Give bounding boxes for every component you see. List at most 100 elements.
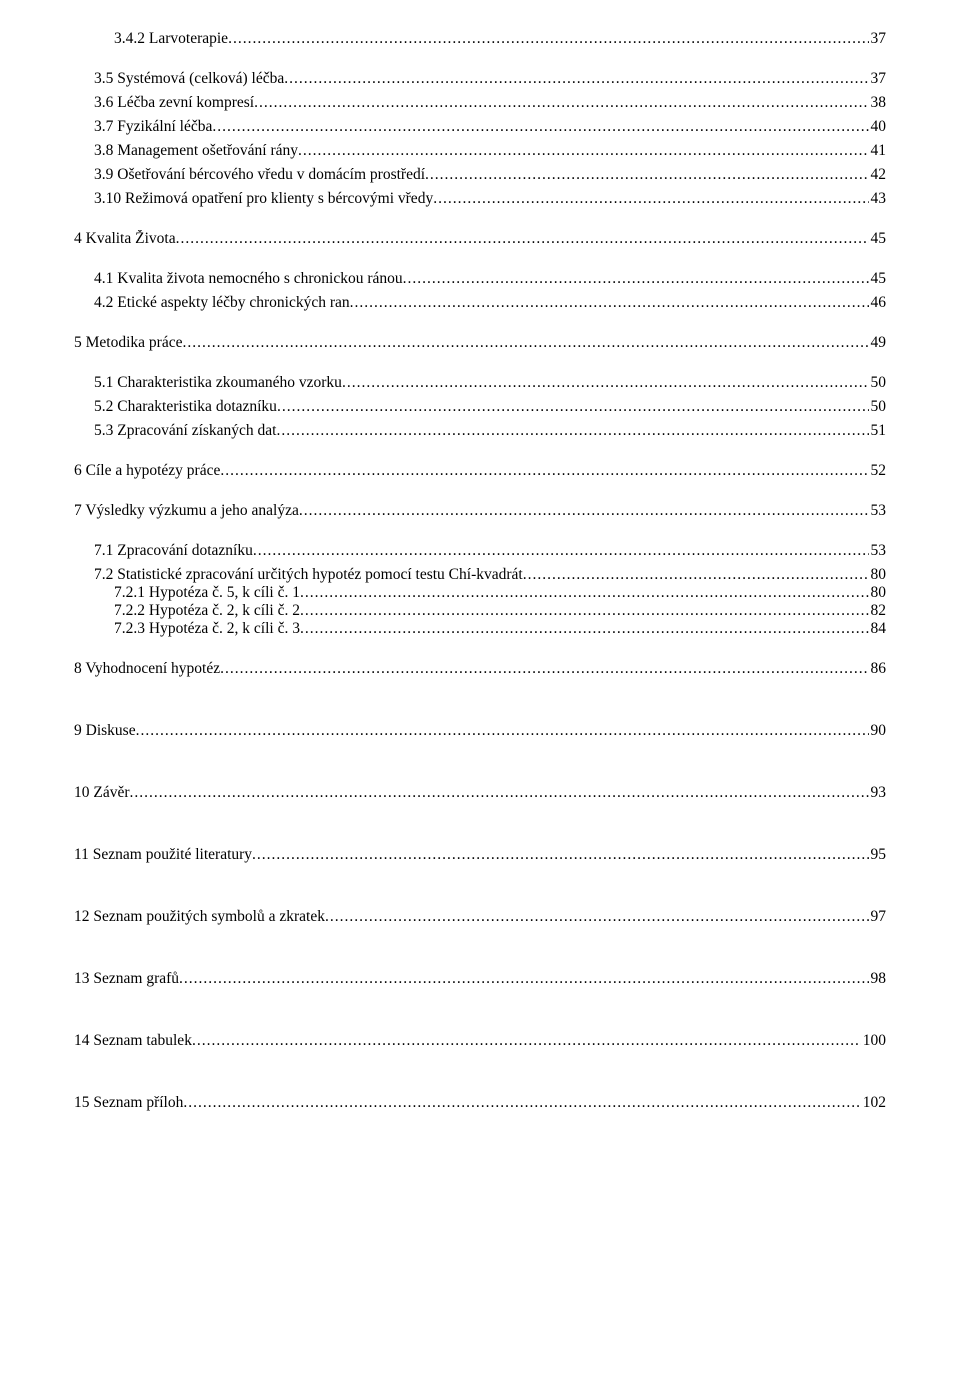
toc-gap (74, 740, 886, 784)
toc-entry: 13 Seznam grafů98 (74, 970, 886, 988)
toc-leader-dots (299, 502, 869, 520)
toc-leader-dots (523, 566, 869, 584)
toc-entry: 14 Seznam tabulek 100 (74, 1032, 886, 1050)
toc-gap (74, 988, 886, 1032)
toc-entry-page: 45 (869, 230, 887, 248)
toc-entry-label: 5 Metodika práce (74, 334, 182, 352)
toc-entry-label: 11 Seznam použité literatury (74, 846, 252, 864)
toc-entry-label: 7.2.3 Hypotéza č. 2, k cíli č. 3 (114, 620, 300, 638)
toc-leader-dots (254, 94, 868, 112)
toc-entry: 7.2.3 Hypotéza č. 2, k cíli č. 384 (114, 620, 886, 638)
toc-entry-page: 37 (869, 30, 887, 48)
toc-entry: 15 Seznam příloh 102 (74, 1094, 886, 1112)
toc-gap (74, 248, 886, 270)
toc-entry: 7.2.2 Hypotéza č. 2, k cíli č. 282 (114, 602, 886, 620)
toc-leader-dots (179, 970, 868, 988)
toc-entry-page: 52 (869, 462, 887, 480)
toc-entry: 5.3 Zpracování získaných dat51 (94, 422, 886, 440)
toc-leader-dots (220, 462, 868, 480)
toc-gap (74, 926, 886, 970)
toc-entry-label: 3.7 Fyzikální léčba (94, 118, 212, 136)
toc-entry-label: 7.2.1 Hypotéza č. 5, k cíli č. 1 (114, 584, 300, 602)
toc-leader-dots (130, 784, 869, 802)
toc-leader-dots (403, 270, 869, 288)
toc-entry-page: 53 (869, 542, 887, 560)
toc-leader-dots (176, 230, 869, 248)
toc-entry-page: 98 (869, 970, 887, 988)
toc-entry-page: 102 (861, 1094, 886, 1112)
toc-gap (74, 48, 886, 70)
toc-entry-label: 3.8 Management ošetřování rány (94, 142, 298, 160)
toc-leader-dots (277, 422, 869, 440)
toc-leader-dots (182, 334, 868, 352)
toc-entry-label: 15 Seznam příloh (74, 1094, 183, 1112)
toc-entry-label: 4.1 Kvalita života nemocného s chronicko… (94, 270, 403, 288)
toc-entry-page: 100 (861, 1032, 886, 1050)
toc-entry-page: 97 (869, 908, 887, 926)
toc-entry-page: 50 (869, 374, 887, 392)
toc-gap (74, 678, 886, 722)
toc-entry: 12 Seznam použitých symbolů a zkratek 97 (74, 908, 886, 926)
toc-entry: 3.4.2 Larvoterapie 37 (114, 30, 886, 48)
toc-entry: 3.9 Ošetřování bércového vředu v domácím… (94, 166, 886, 184)
toc-leader-dots (277, 398, 869, 416)
toc-entry-label: 3.4.2 Larvoterapie (114, 30, 228, 48)
toc-leader-dots (253, 542, 869, 560)
toc-entry-page: 37 (869, 70, 887, 88)
toc-entry-label: 14 Seznam tabulek (74, 1032, 192, 1050)
toc-gap (74, 440, 886, 462)
toc-entry: 10 Závěr93 (74, 784, 886, 802)
toc-leader-dots (342, 374, 869, 392)
toc-gap (74, 352, 886, 374)
toc-gap (74, 864, 886, 908)
toc-leader-dots (433, 190, 868, 208)
toc-entry: 3.6 Léčba zevní kompresí38 (94, 94, 886, 112)
toc-leader-dots (300, 584, 869, 602)
toc-entry-label: 8 Vyhodnocení hypotéz (74, 660, 220, 678)
toc-entry-page: 40 (869, 118, 887, 136)
toc-leader-dots (192, 1032, 861, 1050)
toc-gap (74, 520, 886, 542)
toc-entry-label: 4.2 Etické aspekty léčby chronických ran (94, 294, 350, 312)
toc-entry-page: 42 (869, 166, 887, 184)
toc-entry-label: 7 Výsledky výzkumu a jeho analýza (74, 502, 299, 520)
toc-leader-dots (220, 660, 868, 678)
toc-entry-label: 12 Seznam použitých symbolů a zkratek (74, 908, 325, 926)
toc-gap (74, 802, 886, 846)
toc-entry-page: 93 (869, 784, 887, 802)
toc-leader-dots (325, 908, 869, 926)
toc-entry-page: 38 (869, 94, 887, 112)
toc-entry-label: 7.1 Zpracování dotazníku (94, 542, 253, 560)
toc-entry: 5.1 Charakteristika zkoumaného vzorku 50 (94, 374, 886, 392)
toc-leader-dots (300, 602, 869, 620)
toc-entry-label: 3.5 Systémová (celková) léčba (94, 70, 284, 88)
toc-entry: 4 Kvalita Života45 (74, 230, 886, 248)
toc-leader-dots (425, 166, 868, 184)
toc-entry-label: 5.1 Charakteristika zkoumaného vzorku (94, 374, 342, 392)
toc-leader-dots (136, 722, 869, 740)
toc-gap (74, 208, 886, 230)
toc-leader-dots (298, 142, 868, 160)
toc-entry: 7.2.1 Hypotéza č. 5, k cíli č. 180 (114, 584, 886, 602)
toc-entry-label: 5.3 Zpracování získaných dat (94, 422, 277, 440)
toc-entry: 3.8 Management ošetřování rány41 (94, 142, 886, 160)
toc-entry-page: 53 (869, 502, 887, 520)
toc-entry: 7.1 Zpracování dotazníku 53 (94, 542, 886, 560)
toc-entry: 3.5 Systémová (celková) léčba 37 (94, 70, 886, 88)
toc-entry: 9 Diskuse90 (74, 722, 886, 740)
toc-entry: 7 Výsledky výzkumu a jeho analýza 53 (74, 502, 886, 520)
toc-entry: 4.1 Kvalita života nemocného s chronicko… (94, 270, 886, 288)
toc-entry-label: 6 Cíle a hypotézy práce (74, 462, 220, 480)
toc-entry-page: 45 (869, 270, 887, 288)
toc-entry: 3.10 Režimová opatření pro klienty s bér… (94, 190, 886, 208)
toc-gap (74, 312, 886, 334)
toc-gap (74, 1050, 886, 1094)
toc-entry-label: 9 Diskuse (74, 722, 136, 740)
toc-entry: 7.2 Statistické zpracování určitých hypo… (94, 566, 886, 584)
table-of-contents: 3.4.2 Larvoterapie373.5 Systémová (celko… (74, 30, 886, 1112)
toc-entry: 8 Vyhodnocení hypotéz86 (74, 660, 886, 678)
toc-entry-page: 80 (869, 566, 887, 584)
toc-entry-page: 50 (869, 398, 887, 416)
toc-entry-page: 49 (869, 334, 887, 352)
toc-entry: 5 Metodika práce 49 (74, 334, 886, 352)
